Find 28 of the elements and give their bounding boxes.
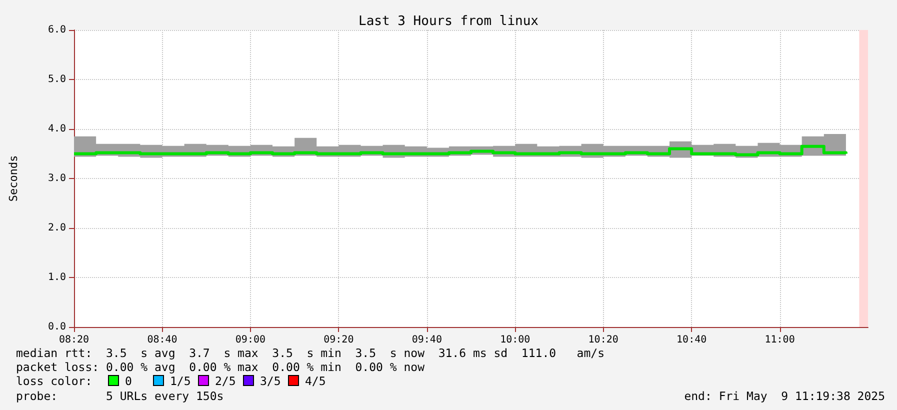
text: 2/5 xyxy=(214,374,236,388)
y-axis-title: Seconds xyxy=(7,155,20,202)
x-tick-label: 11:00 xyxy=(764,334,795,346)
x-tick-label: 10:00 xyxy=(500,334,530,346)
text: probe: 5 URLs every 150s xyxy=(16,389,224,403)
y-tick-label: 6.0 xyxy=(48,24,66,36)
x-tick-label: 10:40 xyxy=(676,334,707,346)
x-tick-label: 08:40 xyxy=(147,334,178,346)
text: end: Fri May 9 11:19:38 2025 xyxy=(684,389,885,403)
text: packet loss: 0.00 % avg 0.00 % max 0.00 % min 0.00 % now xyxy=(16,360,424,374)
text: 0 xyxy=(124,374,132,388)
y-tick-label: 0.0 xyxy=(48,322,66,332)
x-tick-label: 09:00 xyxy=(235,334,266,346)
y-tick-label: 4.0 xyxy=(48,124,66,134)
y-tick-label: 3.0 xyxy=(48,173,66,184)
y-tick-label: 1.0 xyxy=(48,272,66,283)
y-tick-label: 5.0 xyxy=(48,74,66,85)
text: 4/5 xyxy=(304,374,326,388)
x-tick-label: 08:20 xyxy=(58,334,90,346)
text: loss color: xyxy=(16,374,92,388)
x-tick-label: 09:20 xyxy=(324,334,354,346)
text: 3/5 xyxy=(259,374,281,388)
text: 1/5 xyxy=(169,374,191,388)
text: median rtt: 3.5 s avg 3.7 s max 3.5 s min 3.5 s now 31.6 ms sd 111.0 am/s xyxy=(16,346,605,360)
y-tick-label: 2.0 xyxy=(48,222,66,234)
chart-title: Last 3 Hours from linux xyxy=(358,14,539,29)
x-tick-label: 09:40 xyxy=(412,334,442,346)
x-tick-label: 10:20 xyxy=(588,334,618,346)
